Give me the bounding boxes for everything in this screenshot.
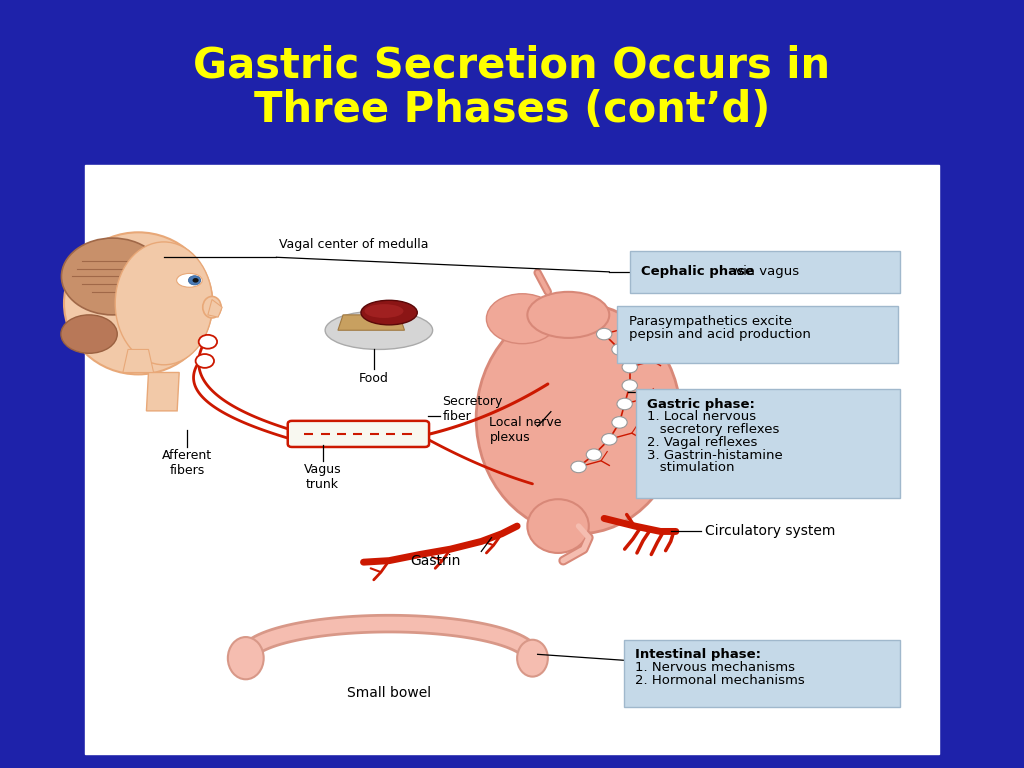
Text: Food: Food <box>358 372 389 386</box>
Circle shape <box>612 344 627 355</box>
FancyBboxPatch shape <box>617 306 898 363</box>
Circle shape <box>196 354 214 368</box>
Polygon shape <box>146 372 179 411</box>
Text: Afferent
fibers: Afferent fibers <box>163 449 212 477</box>
Ellipse shape <box>527 292 609 338</box>
Text: Small bowel: Small bowel <box>347 686 431 700</box>
Ellipse shape <box>360 300 418 325</box>
Text: Secretory
fiber: Secretory fiber <box>442 395 503 422</box>
FancyBboxPatch shape <box>624 640 900 707</box>
Polygon shape <box>338 315 404 330</box>
Ellipse shape <box>203 296 221 318</box>
Ellipse shape <box>527 499 589 553</box>
Text: Parasympathetics excite: Parasympathetics excite <box>629 315 792 328</box>
FancyBboxPatch shape <box>85 165 939 754</box>
Text: 1. Nervous mechanisms: 1. Nervous mechanisms <box>635 660 795 674</box>
Ellipse shape <box>65 233 213 375</box>
Ellipse shape <box>61 315 117 353</box>
Ellipse shape <box>193 278 199 283</box>
Circle shape <box>586 449 601 461</box>
Circle shape <box>616 399 632 410</box>
Text: Vagus
trunk: Vagus trunk <box>304 463 341 491</box>
Text: Local nerve
plexus: Local nerve plexus <box>489 416 562 444</box>
FancyBboxPatch shape <box>636 389 900 498</box>
Text: stimulation: stimulation <box>647 462 734 474</box>
Text: 1. Local nervous: 1. Local nervous <box>647 411 757 423</box>
Ellipse shape <box>326 311 432 349</box>
Text: Cephalic phase: Cephalic phase <box>641 266 754 278</box>
Ellipse shape <box>115 242 213 365</box>
Ellipse shape <box>486 294 558 344</box>
Circle shape <box>622 362 637 373</box>
Circle shape <box>199 335 217 349</box>
Text: pepsin and acid production: pepsin and acid production <box>629 327 811 340</box>
Text: via vagus: via vagus <box>731 266 800 278</box>
Circle shape <box>571 461 586 472</box>
FancyBboxPatch shape <box>630 251 900 293</box>
Ellipse shape <box>176 273 203 287</box>
Ellipse shape <box>61 238 164 315</box>
Text: Intestinal phase:: Intestinal phase: <box>635 648 761 661</box>
FancyBboxPatch shape <box>288 421 429 447</box>
Text: 2. Hormonal mechanisms: 2. Hormonal mechanisms <box>635 674 805 687</box>
Ellipse shape <box>517 640 548 677</box>
Ellipse shape <box>227 637 264 680</box>
Text: 3. Gastrin-histamine: 3. Gastrin-histamine <box>647 449 783 462</box>
Text: secretory reflexes: secretory reflexes <box>647 423 779 436</box>
Ellipse shape <box>476 303 681 534</box>
Text: Gastric phase:: Gastric phase: <box>647 398 755 411</box>
Text: Gastric Secretion Occurs in: Gastric Secretion Occurs in <box>194 45 830 86</box>
Text: Three Phases (cont’d): Three Phases (cont’d) <box>254 89 770 131</box>
Circle shape <box>622 380 637 392</box>
Text: Circulatory system: Circulatory system <box>705 525 835 538</box>
Text: 2. Vagal reflexes: 2. Vagal reflexes <box>647 436 758 449</box>
Ellipse shape <box>188 276 201 285</box>
Circle shape <box>612 416 627 429</box>
Circle shape <box>596 329 611 340</box>
Text: Gastrin: Gastrin <box>410 554 461 568</box>
Polygon shape <box>123 349 154 372</box>
Polygon shape <box>208 300 222 317</box>
Ellipse shape <box>365 304 403 318</box>
Circle shape <box>602 433 616 445</box>
Text: Vagal center of medulla: Vagal center of medulla <box>279 238 428 251</box>
